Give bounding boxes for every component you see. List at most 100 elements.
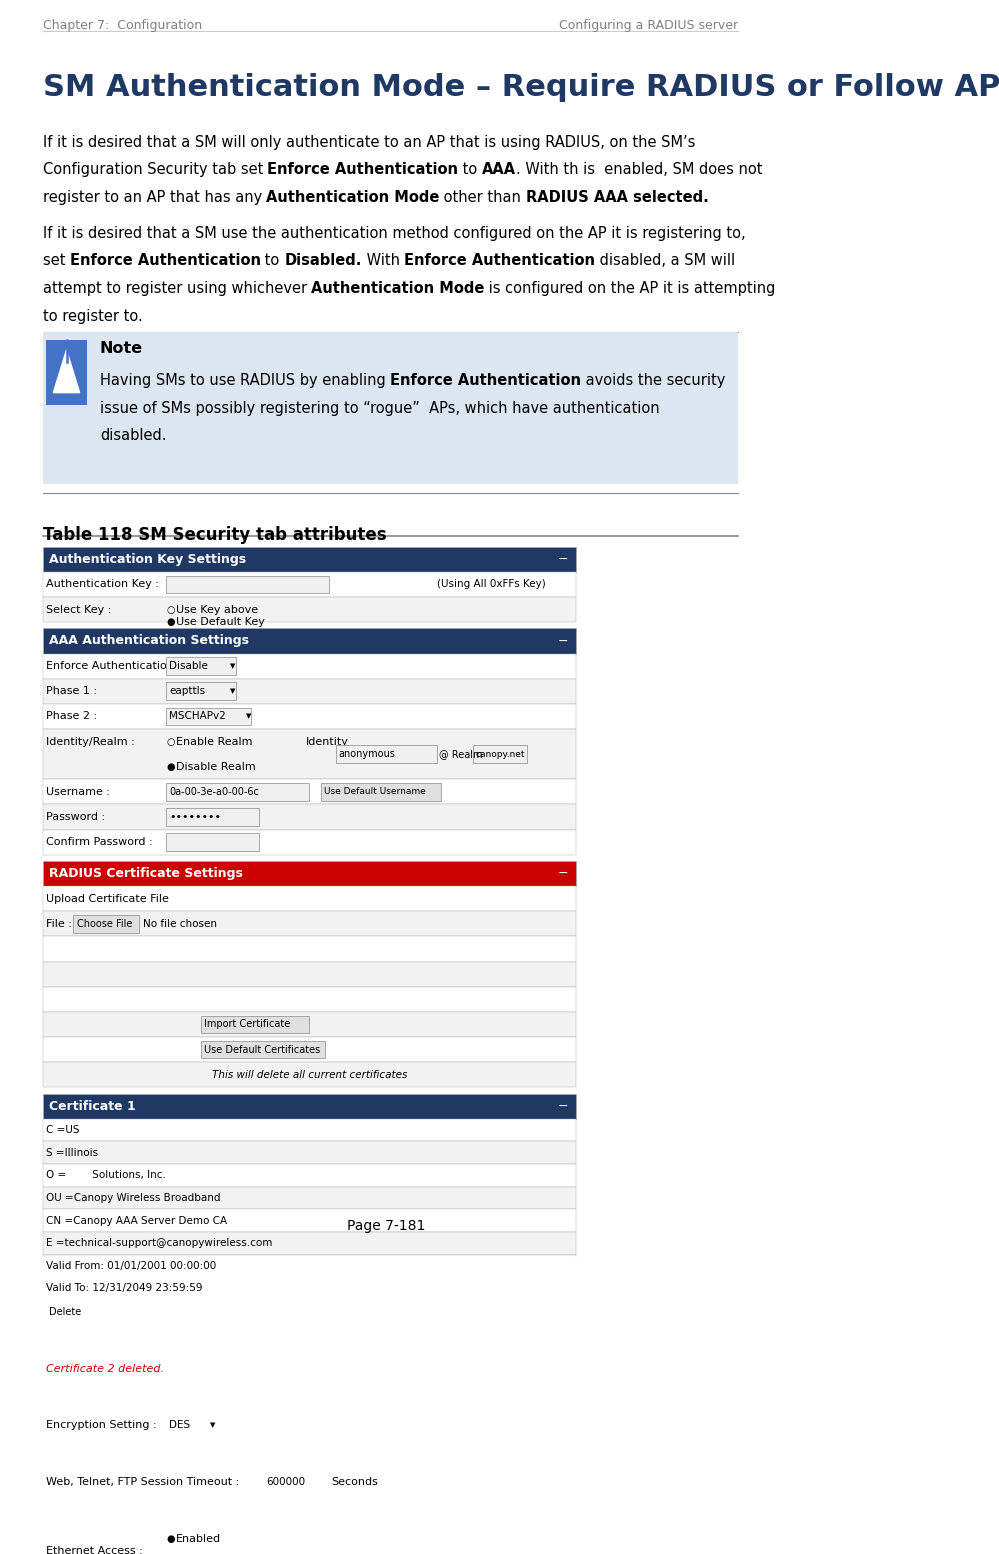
Text: is configured on the AP it is attempting: is configured on the AP it is attempting xyxy=(485,281,775,297)
Text: S =Illinois: S =Illinois xyxy=(46,1148,99,1158)
FancyBboxPatch shape xyxy=(43,1141,576,1164)
Text: Enforce Authentication: Enforce Authentication xyxy=(70,253,261,269)
Text: If it is desired that a SM use the authentication method configured on the AP it: If it is desired that a SM use the authe… xyxy=(43,225,745,241)
FancyBboxPatch shape xyxy=(43,1413,576,1437)
Text: Enforce Authentication: Enforce Authentication xyxy=(404,253,595,269)
FancyBboxPatch shape xyxy=(166,575,329,594)
FancyBboxPatch shape xyxy=(43,937,576,962)
Text: No file chosen: No file chosen xyxy=(143,918,217,929)
Text: Upload Certificate File: Upload Certificate File xyxy=(46,894,169,904)
Text: ○: ○ xyxy=(166,737,175,746)
Text: Encryption Setting :: Encryption Setting : xyxy=(46,1420,157,1431)
Polygon shape xyxy=(53,350,80,393)
Text: −: − xyxy=(557,1394,568,1406)
Text: Authentication Key Settings: Authentication Key Settings xyxy=(49,553,246,566)
FancyBboxPatch shape xyxy=(166,808,259,825)
Text: Valid From: 01/01/2001 00:00:00: Valid From: 01/01/2001 00:00:00 xyxy=(46,1260,217,1271)
Text: Configuring a RADIUS server: Configuring a RADIUS server xyxy=(559,19,738,33)
FancyBboxPatch shape xyxy=(166,783,310,800)
Text: Phase 2 :: Phase 2 : xyxy=(46,712,98,721)
Text: RADIUS Certificate Settings: RADIUS Certificate Settings xyxy=(49,867,243,880)
FancyBboxPatch shape xyxy=(74,915,139,932)
Text: Username :: Username : xyxy=(46,786,111,797)
Text: Enforce Authentication: Enforce Authentication xyxy=(268,162,459,177)
FancyBboxPatch shape xyxy=(43,1332,576,1357)
Text: Use Default Certificates: Use Default Certificates xyxy=(204,1044,321,1055)
Text: MSCHAPv2: MSCHAPv2 xyxy=(170,712,226,721)
Text: Seconds: Seconds xyxy=(332,1476,379,1487)
Text: to register to.: to register to. xyxy=(43,309,142,323)
FancyBboxPatch shape xyxy=(43,628,576,654)
Text: Disabled.: Disabled. xyxy=(285,253,362,269)
Text: ●: ● xyxy=(166,761,175,772)
FancyBboxPatch shape xyxy=(43,1037,576,1061)
FancyBboxPatch shape xyxy=(166,707,252,726)
Text: −: − xyxy=(557,634,568,648)
Text: Use Default Username: Use Default Username xyxy=(324,788,426,796)
Text: Identity/Realm :: Identity/Realm : xyxy=(46,737,135,746)
FancyBboxPatch shape xyxy=(43,1232,576,1254)
Text: Session Timeout: Session Timeout xyxy=(49,1450,165,1464)
Text: With: With xyxy=(362,253,405,269)
FancyBboxPatch shape xyxy=(46,340,87,406)
Text: −: − xyxy=(557,553,568,566)
Text: Ethernet Access :: Ethernet Access : xyxy=(46,1546,143,1554)
FancyBboxPatch shape xyxy=(263,1473,329,1490)
Text: ▼: ▼ xyxy=(211,1422,216,1428)
Text: If it is desired that a SM will only authenticate to an AP that is using RADIUS,: If it is desired that a SM will only aut… xyxy=(43,135,695,149)
Text: ▼: ▼ xyxy=(246,713,252,720)
Text: Delete: Delete xyxy=(50,1307,82,1318)
Text: SM Authentication Mode – Require RADIUS or Follow AP: SM Authentication Mode – Require RADIUS … xyxy=(43,73,999,103)
Text: canopy.net: canopy.net xyxy=(476,749,525,758)
FancyBboxPatch shape xyxy=(43,1209,576,1232)
Text: Note: Note xyxy=(100,340,143,356)
Text: other than: other than xyxy=(440,190,525,205)
Text: Password :: Password : xyxy=(46,813,106,822)
Text: ••••••••: •••••••• xyxy=(170,813,222,822)
Text: disabled.: disabled. xyxy=(100,429,166,443)
FancyBboxPatch shape xyxy=(201,1016,310,1033)
Text: Having SMs to use RADIUS by enabling: Having SMs to use RADIUS by enabling xyxy=(100,373,391,388)
Text: @ Realm: @ Realm xyxy=(440,749,483,758)
FancyBboxPatch shape xyxy=(43,861,576,886)
Text: Valid To: 12/31/2049 23:59:59: Valid To: 12/31/2049 23:59:59 xyxy=(46,1284,203,1293)
Text: issue of SMs possibly registering to “rogue”  APs, which have authentication: issue of SMs possibly registering to “ro… xyxy=(100,401,659,415)
FancyBboxPatch shape xyxy=(43,886,576,911)
Text: to: to xyxy=(261,253,285,269)
Text: RADIUS AAA: RADIUS AAA xyxy=(525,190,627,205)
FancyBboxPatch shape xyxy=(43,1164,576,1187)
Text: Authentication Key :: Authentication Key : xyxy=(46,580,160,589)
Text: . With th is  enabled, SM does not: . With th is enabled, SM does not xyxy=(515,162,762,177)
Text: Configuration Security tab set: Configuration Security tab set xyxy=(43,162,268,177)
FancyBboxPatch shape xyxy=(43,572,576,597)
FancyBboxPatch shape xyxy=(43,547,576,572)
FancyBboxPatch shape xyxy=(43,704,576,729)
Text: 0a-00-3e-a0-00-6c: 0a-00-3e-a0-00-6c xyxy=(170,786,259,797)
FancyBboxPatch shape xyxy=(43,779,576,805)
Text: ▼: ▼ xyxy=(231,688,236,695)
Text: CN =Canopy AAA Server Demo CA: CN =Canopy AAA Server Demo CA xyxy=(46,1215,228,1226)
FancyBboxPatch shape xyxy=(43,911,576,937)
Text: Certificate 2: Certificate 2 xyxy=(49,1338,136,1350)
Text: File :: File : xyxy=(46,918,72,929)
Text: OU =Canopy Wireless Broadband: OU =Canopy Wireless Broadband xyxy=(46,1193,221,1203)
Text: 600000: 600000 xyxy=(266,1476,305,1487)
FancyBboxPatch shape xyxy=(46,1304,91,1321)
FancyBboxPatch shape xyxy=(43,1444,576,1470)
FancyBboxPatch shape xyxy=(43,830,576,855)
FancyBboxPatch shape xyxy=(166,657,236,674)
Text: Certificate 2 deleted.: Certificate 2 deleted. xyxy=(46,1364,165,1374)
FancyBboxPatch shape xyxy=(43,1277,576,1299)
Text: Certificate 1: Certificate 1 xyxy=(49,1100,136,1113)
Text: E =technical-support@canopywireless.com: E =technical-support@canopywireless.com xyxy=(46,1239,273,1248)
Text: −: − xyxy=(557,867,568,880)
FancyBboxPatch shape xyxy=(166,833,259,852)
FancyBboxPatch shape xyxy=(43,1119,576,1141)
FancyBboxPatch shape xyxy=(43,1470,576,1495)
Text: Enabled: Enabled xyxy=(176,1534,222,1543)
Text: Web, Telnet, FTP Session Timeout :: Web, Telnet, FTP Session Timeout : xyxy=(46,1476,240,1487)
Text: disabled, a SM will: disabled, a SM will xyxy=(594,253,735,269)
Text: Phase 1 :: Phase 1 : xyxy=(46,687,97,696)
FancyBboxPatch shape xyxy=(43,1061,576,1088)
Text: Use Default Key: Use Default Key xyxy=(176,617,265,628)
